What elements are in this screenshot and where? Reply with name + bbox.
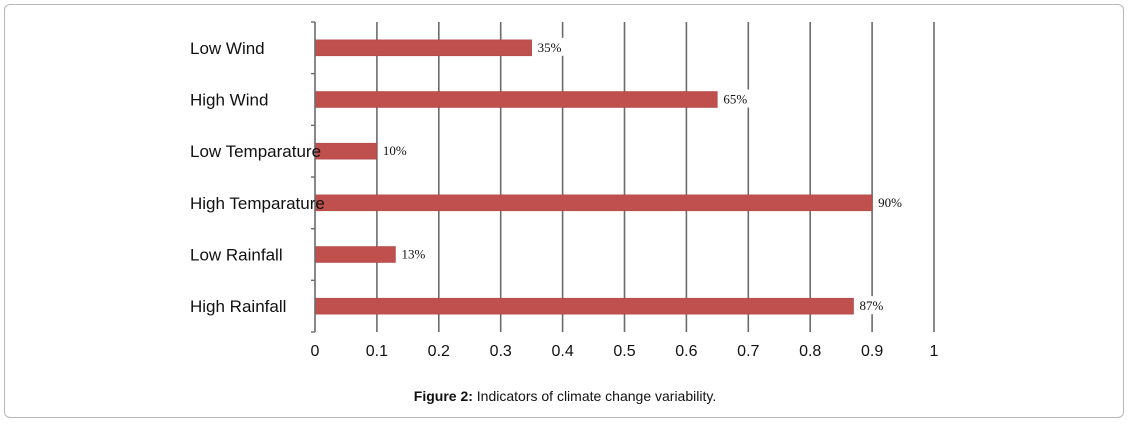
grid-lines xyxy=(376,22,935,332)
x-tick-label: 0.7 xyxy=(737,343,759,360)
bar xyxy=(314,246,396,263)
bar xyxy=(314,142,378,160)
data-labels: 35% 65% 10% 90% 13% 87% xyxy=(380,37,913,315)
bar xyxy=(314,91,718,108)
figure-caption: Figure 2: Indicators of climate change v… xyxy=(0,388,1130,404)
data-label: 35% xyxy=(538,40,562,55)
category-label: Low Wind xyxy=(190,39,265,58)
data-label: 13% xyxy=(401,247,425,262)
x-tick-label: 0.3 xyxy=(490,343,512,360)
y-axis xyxy=(311,21,316,333)
bar xyxy=(314,194,873,212)
data-label: 87% xyxy=(860,298,884,313)
data-label-bg xyxy=(380,141,417,160)
x-tick-label: 0 xyxy=(311,343,320,360)
data-label-bg xyxy=(399,244,436,263)
x-tick-label: 0.6 xyxy=(675,343,697,360)
bar xyxy=(314,39,532,57)
bars xyxy=(314,39,873,315)
x-tick-label: 0.1 xyxy=(366,343,388,360)
category-label: High Temparature xyxy=(190,194,325,213)
data-label-bg xyxy=(721,89,758,108)
category-label: High Rainfall xyxy=(190,297,286,316)
category-label: High Wind xyxy=(190,91,268,110)
data-label: 90% xyxy=(878,195,902,210)
data-label: 65% xyxy=(723,92,747,107)
x-tick-label: 0.5 xyxy=(613,343,635,360)
x-tick-label: 0.4 xyxy=(551,343,573,360)
caption-text: Indicators of climate change variability… xyxy=(472,388,717,404)
x-tick-label: 1 xyxy=(930,343,939,360)
category-label: Low Rainfall xyxy=(190,246,283,265)
data-label-bg xyxy=(876,192,913,211)
x-tick-label: 0.2 xyxy=(428,343,450,360)
x-tick-label: 0.9 xyxy=(861,343,883,360)
category-label: Low Temparature xyxy=(190,142,321,161)
bar xyxy=(314,297,854,315)
data-label-bg xyxy=(857,296,894,315)
category-labels: Low Wind High Wind Low Temparature High Tem… xyxy=(190,39,325,316)
x-tick-label: 0.8 xyxy=(799,343,821,360)
data-label: 10% xyxy=(383,143,407,158)
data-label-bg xyxy=(535,37,572,56)
x-tick-labels: 0 0.1 0.2 0.3 0.4 0.5 0.6 0.7 0.8 0.9 1 xyxy=(311,343,939,360)
caption-label: Figure 2: xyxy=(413,388,473,404)
bar-chart: Low Wind High Wind Low Temparature High Tem… xyxy=(190,21,939,360)
